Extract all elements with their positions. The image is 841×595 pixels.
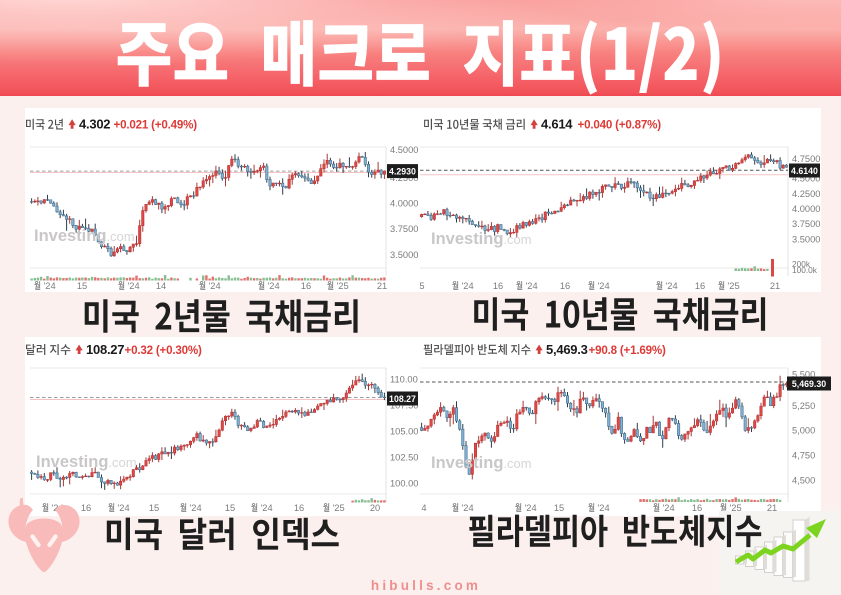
- svg-text:16: 16: [301, 281, 311, 291]
- svg-text:4.6140: 4.6140: [791, 166, 818, 176]
- svg-text:105.00: 105.00: [390, 427, 418, 437]
- svg-text:'24: '24: [525, 503, 537, 513]
- svg-text:16: 16: [81, 503, 91, 513]
- svg-text:4.2500: 4.2500: [792, 189, 820, 199]
- svg-text:200k: 200k: [792, 259, 811, 269]
- svg-text:107.50: 107.50: [390, 401, 418, 411]
- svg-text:21: 21: [770, 281, 780, 291]
- svg-text:4.0000: 4.0000: [390, 199, 418, 209]
- svg-text:15: 15: [149, 503, 159, 513]
- svg-text:20: 20: [370, 503, 380, 513]
- svg-text:5,469.30: 5,469.30: [792, 379, 826, 389]
- svg-text:4,500: 4,500: [792, 475, 815, 485]
- svg-text:4.7500: 4.7500: [792, 154, 820, 164]
- svg-text:'25: '25: [333, 503, 345, 513]
- svg-text:3.7500: 3.7500: [390, 224, 418, 234]
- svg-text:'24: '24: [190, 503, 202, 513]
- svg-text:3.5000: 3.5000: [792, 235, 820, 245]
- svg-text:Investing.com: Investing.com: [36, 453, 137, 471]
- svg-text:'24: '24: [598, 281, 610, 291]
- svg-text:14: 14: [156, 281, 166, 291]
- svg-text:+0.040 (+0.87%): +0.040 (+0.87%): [578, 119, 662, 132]
- svg-text:16: 16: [294, 503, 304, 513]
- svg-text:'24: '24: [209, 281, 221, 291]
- svg-text:21: 21: [767, 503, 777, 513]
- svg-text:5,469.3: 5,469.3: [546, 342, 588, 357]
- svg-text:'25: '25: [337, 281, 349, 291]
- svg-text:+90.8 (+1.69%): +90.8 (+1.69%): [589, 344, 666, 357]
- svg-text:'24: '24: [128, 281, 140, 291]
- svg-text:4.5000: 4.5000: [390, 145, 418, 155]
- svg-text:Investing.com: Investing.com: [431, 454, 532, 472]
- svg-text:'24: '24: [598, 503, 610, 513]
- svg-text:+0.32 (+0.30%): +0.32 (+0.30%): [125, 344, 202, 357]
- svg-text:'24: '24: [44, 281, 56, 291]
- svg-text:'24: '24: [663, 503, 675, 513]
- svg-text:'25: '25: [730, 503, 742, 513]
- svg-text:100.00: 100.00: [390, 479, 418, 489]
- svg-text:Investing.com: Investing.com: [431, 230, 532, 248]
- svg-text:108.27: 108.27: [389, 394, 416, 404]
- svg-text:5,500: 5,500: [792, 370, 815, 380]
- svg-text:4.302: 4.302: [79, 117, 110, 132]
- svg-text:15: 15: [225, 503, 235, 513]
- svg-text:16: 16: [695, 281, 705, 291]
- svg-text:5: 5: [419, 281, 424, 291]
- svg-text:'24: '24: [261, 503, 273, 513]
- svg-text:15: 15: [77, 281, 87, 291]
- svg-text:102.50: 102.50: [390, 453, 418, 463]
- svg-text:5,250: 5,250: [792, 401, 815, 411]
- svg-text:4.5000: 4.5000: [792, 174, 820, 184]
- svg-text:4.0000: 4.0000: [792, 204, 820, 214]
- svg-text:Investing.com: Investing.com: [34, 227, 135, 245]
- svg-text:4.2930: 4.2930: [389, 167, 416, 177]
- svg-text:'25: '25: [728, 281, 740, 291]
- svg-text:3.7500: 3.7500: [792, 219, 820, 229]
- svg-text:hibulls.com: hibulls.com: [371, 578, 481, 593]
- svg-text:'24: '24: [462, 503, 474, 513]
- svg-text:16: 16: [692, 503, 702, 513]
- svg-text:4: 4: [421, 503, 426, 513]
- svg-text:108.27: 108.27: [86, 342, 124, 357]
- svg-text:16: 16: [493, 281, 503, 291]
- svg-text:'24: '24: [118, 503, 130, 513]
- svg-text:4,750: 4,750: [792, 451, 815, 461]
- svg-text:4.614: 4.614: [541, 117, 573, 132]
- svg-text:'24: '24: [526, 281, 538, 291]
- svg-text:21: 21: [377, 281, 387, 291]
- svg-text:+0.021 (+0.49%): +0.021 (+0.49%): [114, 119, 198, 132]
- svg-text:'24: '24: [268, 281, 280, 291]
- svg-text:100.0k: 100.0k: [792, 265, 818, 275]
- svg-text:3.5000: 3.5000: [390, 250, 418, 260]
- svg-text:110.00: 110.00: [390, 375, 418, 385]
- svg-text:16: 16: [560, 281, 570, 291]
- svg-text:5,000: 5,000: [792, 426, 815, 436]
- svg-text:'24: '24: [462, 281, 474, 291]
- svg-text:15: 15: [554, 503, 564, 513]
- svg-text:'24: '24: [666, 281, 678, 291]
